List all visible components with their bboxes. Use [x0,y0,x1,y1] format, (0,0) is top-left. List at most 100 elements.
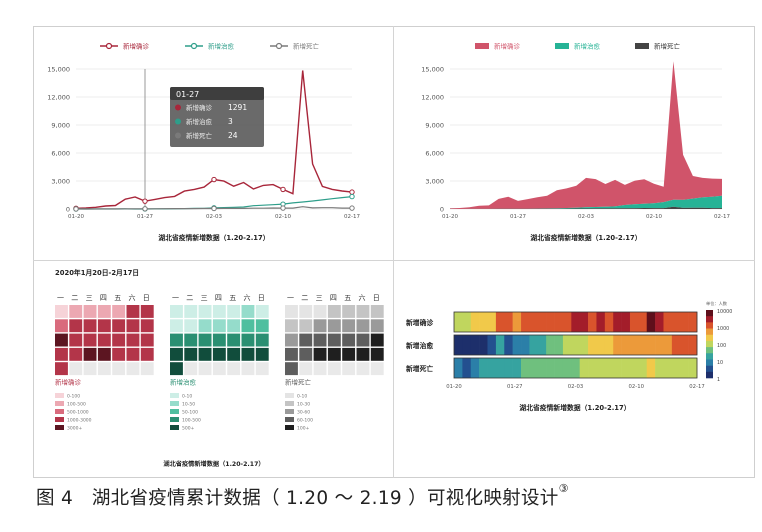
chart-title: 湖北省疫情新增数据（1.20-2.17） [519,403,630,412]
legend-label: 100-500 [182,418,201,424]
weekday-label: 四 [100,294,107,302]
calendar-cell [140,305,154,318]
strip-cell [604,312,614,332]
calendar-cell [313,333,327,347]
legend-label: 0-100 [67,394,80,400]
strip-cell [554,312,564,332]
strip-cell [646,312,656,332]
series-point [142,206,148,212]
legend-swatch [285,401,294,406]
y-tick-label: 3,000 [425,178,444,186]
calendar-cell [356,362,370,376]
calendar-cell [198,305,212,318]
strip-cell [638,312,648,332]
scale-block [706,371,713,379]
scale-label: 10000 [717,309,732,315]
legend-swatch [170,401,179,406]
calendar-cell [342,333,356,347]
weekday-label: 四 [215,294,222,302]
calendar-cell [184,362,198,376]
series-point [142,198,148,204]
calendar-cell [170,362,183,376]
calendar-cell [55,319,68,333]
strip-cell [579,358,589,378]
strip-cell [621,335,631,355]
calendar-cell [327,362,341,376]
strip-cell [495,312,505,332]
scale-block [706,353,713,360]
strip-cell [470,335,480,355]
scale-block [706,322,713,329]
calendar-cell [97,333,111,347]
strip-cell [638,335,648,355]
area-dead [450,206,722,209]
strip-cell [562,312,572,332]
legend-swatch-dot [190,42,198,50]
tooltip-label: 新增治愈 [186,117,213,126]
tooltip-value: 1291 [228,103,247,112]
strip-cell [579,312,589,332]
series-point [73,206,79,212]
calendar-cell [327,333,341,347]
calendar-cell [97,319,111,333]
legend-label: 60-100 [297,418,313,424]
legend-label: 10-50 [182,402,195,408]
calendar-cell [140,333,154,347]
calendar-cell [83,347,97,361]
calendar-cell [112,362,126,376]
strip-cell [621,358,631,378]
x-tick-label: 02-17 [714,214,730,220]
calendar-cell [241,347,255,361]
calendar-cell [97,362,111,376]
scale-label: 10 [717,360,723,366]
strip-cell [454,312,463,332]
calendar-cell [342,305,356,318]
x-tick-label: 01-20 [446,384,462,390]
scale-block [706,359,713,366]
caption-sup: ③ [558,482,569,495]
calendar-cell [212,362,226,376]
calendar-cell [112,319,126,333]
calendar-cell [69,347,83,361]
y-tick-label: 0 [440,206,444,214]
strip-cell [671,335,681,355]
panel-divider-vertical [393,26,394,478]
strip-cell [529,358,539,378]
calendar-cell [255,347,269,361]
strip-cell [512,312,522,332]
strip-cell [562,335,572,355]
y-tick-label: 6,000 [51,150,70,158]
tooltip-box [170,87,264,147]
calendar-cell [69,362,83,376]
legend-swatch [635,43,649,49]
weekday-label: 五 [229,294,236,302]
calendar-cell [241,319,255,333]
strip-cell [588,335,597,355]
strip-cell [504,335,513,355]
calendar-cell [198,347,212,361]
strip-cell [579,335,589,355]
calendar-cell [170,333,183,347]
x-tick-label: 02-10 [275,214,291,220]
y-tick-label: 15,000 [47,66,70,74]
weekday-label: 一 [57,294,64,302]
calendar-cell [299,347,313,361]
tooltip: 01-27 新增确诊 1291 新增治愈 3 新增死亡 24 [170,87,264,147]
calendar-cell [112,347,126,361]
strip-cell [588,312,597,332]
calendar-cell [170,305,183,318]
legend-label: 100-500 [67,402,86,408]
strip-cell [521,358,530,378]
strip-cell [688,312,698,332]
strip-cell [487,335,497,355]
calendar-cell [327,347,341,361]
calendar-cell [184,347,198,361]
calendar-cell [285,347,298,361]
weekday-label: 五 [344,294,351,302]
scale-block [706,316,713,323]
calendar-cell [69,333,83,347]
calendar-cell [241,305,255,318]
calendar-cell [212,333,226,347]
x-tick-label: 01-20 [68,214,84,220]
